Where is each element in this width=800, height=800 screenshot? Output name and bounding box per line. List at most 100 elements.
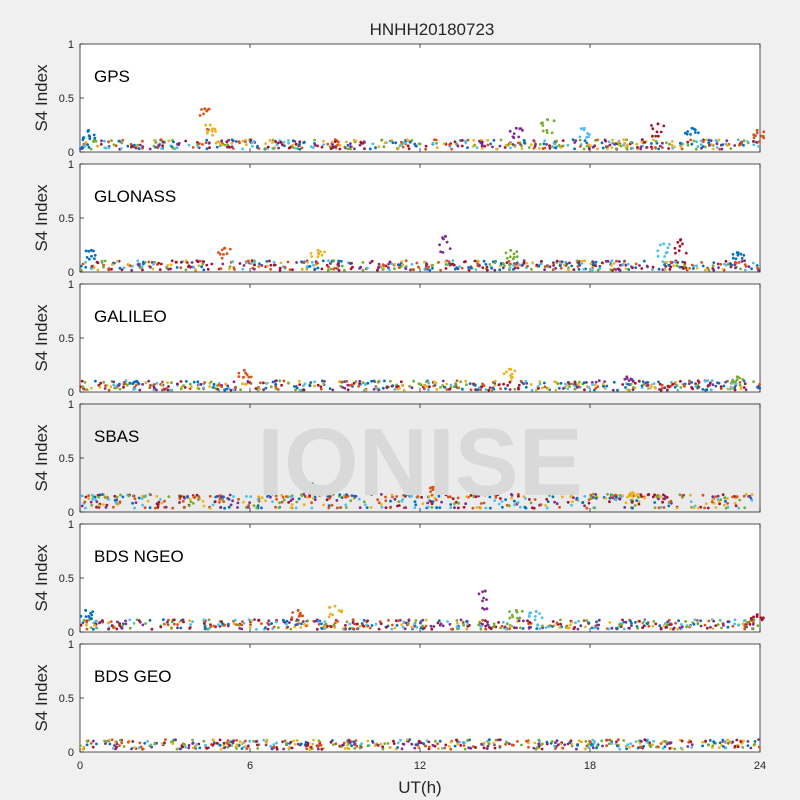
data-point <box>447 260 451 264</box>
data-point <box>244 261 248 265</box>
data-point <box>585 506 589 510</box>
data-point <box>289 740 293 744</box>
data-point <box>409 494 412 498</box>
data-point <box>253 618 256 621</box>
data-point <box>313 380 316 384</box>
data-point <box>85 627 89 631</box>
data-point <box>681 142 685 146</box>
data-point <box>176 382 179 386</box>
data-point <box>707 141 711 145</box>
data-point <box>258 262 261 266</box>
data-point <box>226 624 230 628</box>
data-point <box>335 499 339 502</box>
data-point <box>424 147 427 151</box>
data-point <box>410 386 414 390</box>
data-point <box>250 141 254 145</box>
data-point <box>288 268 292 271</box>
plot-area <box>79 43 761 153</box>
data-point <box>744 388 748 392</box>
data-point <box>310 506 314 510</box>
data-point <box>205 147 209 151</box>
data-point <box>395 624 399 627</box>
data-point <box>585 141 589 145</box>
data-point <box>695 264 698 267</box>
data-point <box>192 380 196 384</box>
data-point <box>733 386 737 389</box>
data-point <box>363 147 366 151</box>
data-point <box>201 143 204 146</box>
data-point <box>708 144 711 147</box>
data-point <box>227 741 231 745</box>
data-point <box>485 747 489 750</box>
data-point <box>293 385 296 388</box>
data-point <box>348 741 352 744</box>
data-point <box>121 138 125 142</box>
data-point <box>269 267 272 271</box>
data-point <box>121 495 125 499</box>
data-point <box>360 622 364 625</box>
data-point <box>223 623 227 627</box>
data-point <box>134 501 138 504</box>
data-point <box>191 146 195 149</box>
data-point <box>467 266 470 269</box>
data-point <box>339 384 343 388</box>
data-point <box>90 493 94 497</box>
data-point <box>395 383 398 387</box>
data-point <box>582 267 586 271</box>
data-point <box>604 496 608 500</box>
data-point <box>463 741 466 744</box>
data-point <box>512 252 516 256</box>
data-point <box>245 373 249 377</box>
data-point <box>614 142 618 146</box>
data-point <box>218 743 222 747</box>
data-point <box>128 618 132 622</box>
data-point <box>80 379 84 383</box>
data-point <box>364 383 367 386</box>
data-point <box>219 495 223 499</box>
data-point <box>271 380 275 384</box>
data-point <box>154 506 157 510</box>
data-point <box>488 263 492 266</box>
data-point <box>287 501 290 504</box>
data-point <box>659 627 663 631</box>
data-point <box>341 743 345 747</box>
data-point <box>390 627 394 631</box>
data-point <box>491 381 495 384</box>
data-point <box>220 248 224 252</box>
data-point <box>545 143 548 146</box>
data-point <box>643 619 646 623</box>
data-point <box>179 387 183 391</box>
data-point <box>256 504 260 507</box>
data-point <box>338 380 341 383</box>
y-tick-label: 1 <box>68 39 74 51</box>
data-point <box>153 742 157 746</box>
data-point <box>236 501 240 505</box>
data-point <box>127 494 131 498</box>
spike-point <box>84 608 88 612</box>
data-point <box>291 611 295 614</box>
data-point <box>290 746 294 750</box>
data-point <box>748 623 752 626</box>
data-point <box>297 497 301 501</box>
data-point <box>659 130 663 134</box>
data-point <box>653 506 657 510</box>
data-point <box>725 144 729 147</box>
data-point <box>256 144 259 148</box>
data-point <box>414 619 418 622</box>
data-point <box>480 742 483 746</box>
data-point <box>740 141 743 145</box>
data-point <box>704 739 707 743</box>
data-point <box>245 143 248 147</box>
data-point <box>649 145 653 149</box>
data-point <box>231 499 235 503</box>
data-point <box>340 380 344 384</box>
data-point <box>79 623 83 627</box>
data-point <box>329 625 333 629</box>
data-point <box>614 268 618 271</box>
data-point <box>482 741 486 745</box>
data-point <box>122 745 126 748</box>
data-point <box>681 242 684 246</box>
data-point <box>337 264 341 268</box>
data-point <box>555 739 559 743</box>
data-point <box>303 382 307 386</box>
